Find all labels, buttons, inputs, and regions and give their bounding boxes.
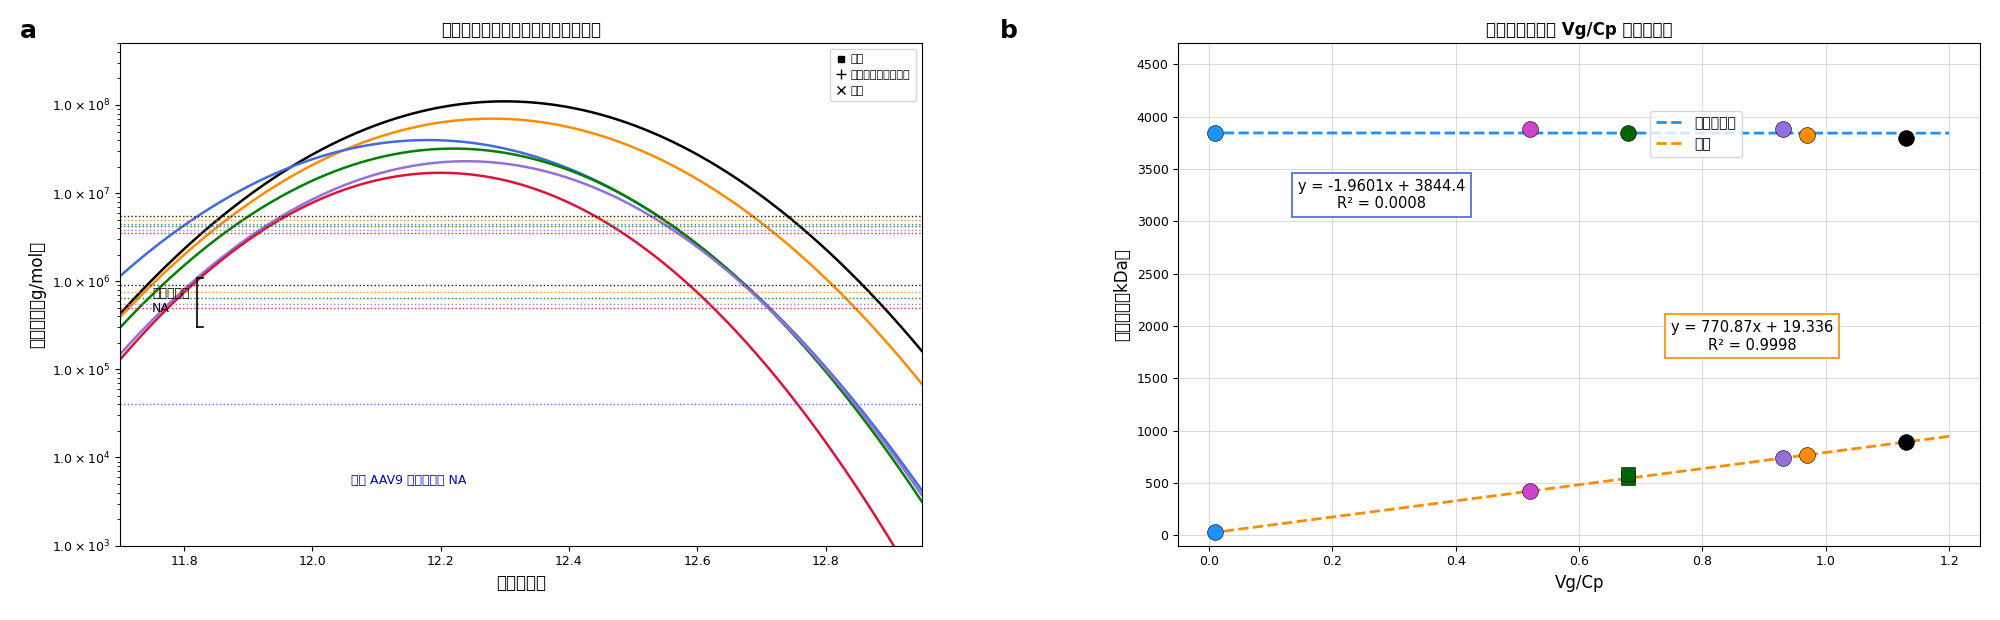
Text: a: a <box>20 19 36 43</box>
Title: 空および完全な Vg/Cp 比プロット: 空および完全な Vg/Cp 比プロット <box>1486 21 1672 39</box>
Title: ウイルスベクターのモル質量対時間: ウイルスベクターのモル質量対時間 <box>440 21 600 39</box>
Text: b: b <box>1000 19 1018 43</box>
Text: ゲノミクス
NA: ゲノミクス NA <box>152 287 190 315</box>
Legend: 完全, カプシドシェルのみ, 核酸: 完全, カプシドシェルのみ, 核酸 <box>830 49 916 101</box>
Y-axis label: モル質量（g/mol）: モル質量（g/mol） <box>28 241 46 348</box>
Point <box>1612 128 1644 138</box>
Point <box>1890 133 1922 143</box>
Point <box>1766 453 1798 463</box>
Legend: タンパク質, 核酸: タンパク質, 核酸 <box>1650 110 1742 157</box>
Point <box>1612 469 1644 479</box>
Point <box>1890 437 1922 447</box>
Text: 空の AAV9 に残存する NA: 空の AAV9 に残存する NA <box>350 474 466 487</box>
Point <box>1514 124 1546 134</box>
Y-axis label: モル質量（kDa）: モル質量（kDa） <box>1114 248 1132 341</box>
Point <box>1792 130 1824 140</box>
Text: y = 770.87x + 19.336
R² = 0.9998: y = 770.87x + 19.336 R² = 0.9998 <box>1670 320 1832 353</box>
Text: y = -1.9601x + 3844.4
R² = 0.0008: y = -1.9601x + 3844.4 R² = 0.0008 <box>1298 179 1466 211</box>
Point <box>1200 527 1232 537</box>
Point <box>1612 473 1644 483</box>
Point <box>1766 124 1798 134</box>
Point <box>1514 486 1546 496</box>
X-axis label: Vg/Cp: Vg/Cp <box>1554 574 1604 592</box>
Point <box>1200 128 1232 138</box>
X-axis label: 時間（分）: 時間（分） <box>496 574 546 592</box>
Point <box>1792 450 1824 459</box>
